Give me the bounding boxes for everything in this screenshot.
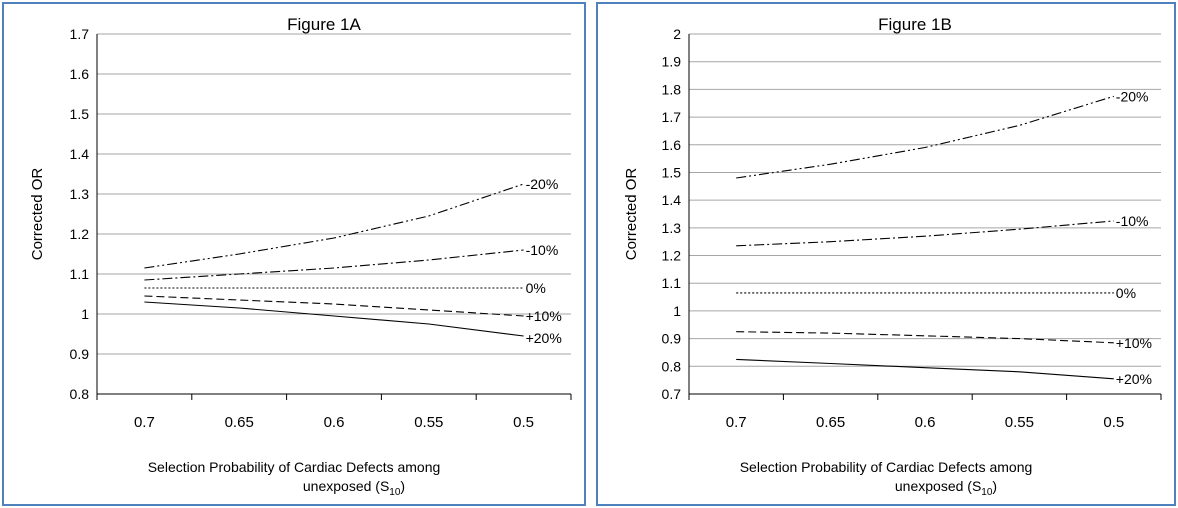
series-line [736, 358, 1114, 380]
series-end-label: -20% [1116, 88, 1149, 104]
x-tick-label: 0.65 [816, 414, 845, 431]
series-line [736, 220, 1114, 247]
y-tick-label: 0.7 [662, 386, 682, 402]
x-axis-label-line2: unexposed (S10) [4, 477, 584, 502]
series-line [144, 295, 524, 317]
y-tick-label: 1.7 [662, 109, 682, 125]
y-tick-label: 1.2 [70, 226, 90, 242]
y-tick-label: 1.6 [70, 66, 90, 82]
y-tick-label: 1 [81, 306, 89, 322]
y-tick-label: 0.9 [662, 331, 682, 347]
y-tick-label: 0.8 [70, 386, 90, 402]
series-line [736, 331, 1114, 344]
x-tick-label: 0.5 [513, 414, 534, 431]
x-tick-label: 0.55 [414, 414, 443, 431]
y-tick-label: 1.4 [662, 192, 682, 208]
y-tick-label: 1.5 [70, 106, 90, 122]
figure-1a-panel: Figure 1A 0.8 0.9 1 1.1 1.2 1.3 1.4 1.5 1.6 1.7 0.7… [2, 2, 586, 506]
x-tick-label: 0.55 [1005, 414, 1034, 431]
y-tick-label: 1.3 [662, 220, 682, 236]
y-tick-label: 1.6 [662, 137, 682, 153]
y-tick-label: 2 [673, 26, 681, 42]
series-end-label: +10% [1116, 335, 1152, 351]
x-axis-label-subscript: 10 [389, 486, 401, 498]
x-tick-label: 0.5 [1103, 414, 1124, 431]
y-tick-label: 1.1 [662, 275, 682, 291]
chart-title: Figure 1B [878, 15, 952, 34]
series-line [736, 95, 1114, 179]
series-end-label: +20% [1116, 371, 1152, 387]
y-tick-label: 1.2 [662, 248, 682, 264]
y-tick-label: 1.7 [70, 26, 90, 42]
figure-1a-chart: Figure 1A 0.8 0.9 1 1.1 1.2 1.3 1.4 1.5 1.6 1.7 0.7… [29, 15, 572, 431]
series-end-label: 0% [1116, 285, 1136, 301]
y-tick-label: 1.1 [70, 266, 90, 282]
x-axis-label-main: unexposed (S [894, 478, 982, 494]
figure-1b-chart: Figure 1B 0.7 0.8 0.9 1 1.1 1.2 1.3 1.4 1.5 1.6 1.7… [623, 15, 1162, 431]
series-end-label: -10% [526, 242, 559, 258]
x-axis-label-line2: unexposed (S10) [598, 477, 1174, 502]
x-tick-label: 0.6 [915, 414, 936, 431]
x-axis-label-subscript: 10 [981, 486, 993, 498]
x-axis-label-main: unexposed (S [302, 478, 390, 494]
x-tick-label: 0.7 [134, 414, 155, 431]
y-tick-label: 1.4 [70, 146, 90, 162]
y-tick-label: 1.5 [662, 164, 682, 180]
y-tick-label: 1.8 [662, 81, 682, 97]
x-axis-label-line1: Selection Probability of Cardiac Defects… [147, 459, 441, 475]
y-axis-label: Corrected OR [623, 168, 640, 261]
series-line [144, 301, 524, 337]
figure-1b-panel: Figure 1B 0.7 0.8 0.9 1 1.1 1.2 1.3 1.4 1.5 1.6 1.7… [596, 2, 1176, 506]
series-line [144, 249, 524, 281]
y-tick-label: 1.9 [662, 54, 682, 70]
y-tick-label: 1 [673, 303, 681, 319]
y-axis-label: Corrected OR [29, 168, 46, 261]
series-end-label: 0% [526, 280, 546, 296]
y-tick-label: 0.9 [70, 346, 90, 362]
x-axis-label-end: ) [400, 478, 406, 494]
x-axis-label-end: ) [992, 478, 998, 494]
x-tick-label: 0.65 [225, 414, 254, 431]
chart-title: Figure 1A [287, 15, 361, 34]
x-tick-label: 0.6 [324, 414, 345, 431]
series-end-label: +10% [526, 308, 562, 324]
figure-1b-x-axis-label: Selection Probability of Cardiac Defects… [598, 458, 1174, 502]
series-end-label: -10% [1116, 213, 1149, 229]
x-axis-label-line1: Selection Probability of Cardiac Defects… [739, 459, 1033, 475]
x-tick-label: 0.7 [726, 414, 747, 431]
figure-1a-x-axis-label: Selection Probability of Cardiac Defects… [4, 458, 584, 502]
series-line [144, 183, 524, 269]
y-tick-label: 1.3 [70, 186, 90, 202]
y-tick-label: 0.8 [662, 358, 682, 374]
series-end-label: +20% [526, 330, 562, 346]
series-end-label: -20% [526, 176, 559, 192]
